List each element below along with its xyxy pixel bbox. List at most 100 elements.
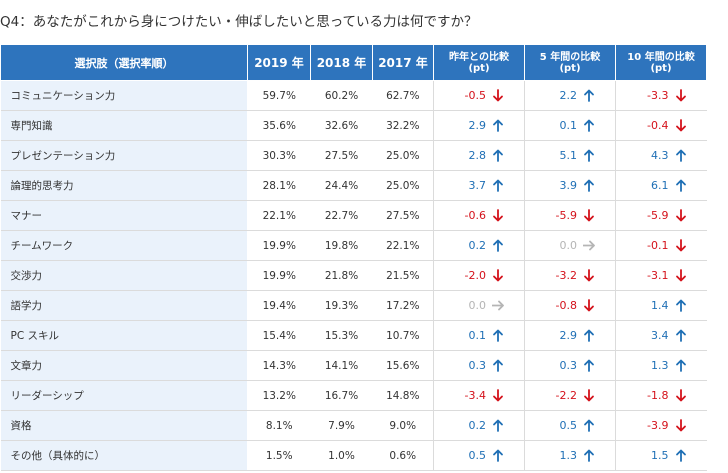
compare-10yr-cell: 4.3	[615, 140, 707, 171]
header-compare-5yr-unit: (pt)	[559, 62, 581, 74]
compare-5yr-value: 0.3	[559, 359, 578, 372]
table-row: 論理的思考力 28.1% 24.4% 25.0% 3.7 3.9 6.1	[0, 170, 707, 201]
value-2017: 17.2%	[372, 290, 434, 321]
compare-5yr-value: 2.9	[559, 329, 578, 342]
arrow-down-icon	[675, 269, 686, 282]
value-2018: 19.3%	[310, 290, 373, 321]
arrow-up-icon	[675, 329, 686, 342]
value-2019: 8.1%	[247, 410, 311, 441]
compare-1yr-value: 2.9	[468, 119, 487, 132]
value-2019: 14.3%	[247, 350, 311, 381]
value-2018: 22.7%	[310, 200, 373, 231]
compare-1yr-value: 0.3	[468, 359, 487, 372]
arrow-down-icon	[675, 419, 686, 432]
option-label: 専門知識	[0, 110, 248, 141]
compare-10yr-cell: 1.3	[615, 350, 707, 381]
compare-5yr-cell: 5.1	[524, 140, 616, 171]
option-label: 交渉力	[0, 260, 248, 291]
table-row: チームワーク 19.9% 19.8% 22.1% 0.2 0.0 -0.1	[0, 230, 707, 261]
header-compare-10yr: 10 年間の比較 (pt)	[615, 44, 707, 81]
arrow-up-icon	[675, 299, 686, 312]
value-2018: 19.8%	[310, 230, 373, 261]
compare-1yr-value: -2.0	[464, 269, 486, 282]
compare-1yr-cell: 0.5	[433, 440, 525, 471]
arrow-up-icon	[675, 149, 686, 162]
option-label: その他（具体的に）	[0, 440, 248, 471]
value-2017: 25.0%	[372, 170, 434, 201]
header-option: 選択肢（選択率順）	[0, 44, 248, 81]
value-2017: 25.0%	[372, 140, 434, 171]
value-2018: 7.9%	[310, 410, 373, 441]
option-label: 資格	[0, 410, 248, 441]
compare-5yr-cell: -3.2	[524, 260, 616, 291]
value-2018: 1.0%	[310, 440, 373, 471]
compare-5yr-value: -2.2	[555, 389, 577, 402]
compare-1yr-value: 0.2	[468, 239, 487, 252]
compare-5yr-cell: 0.0	[524, 230, 616, 261]
value-2017: 15.6%	[372, 350, 434, 381]
value-2017: 0.6%	[372, 440, 434, 471]
table-row: その他（具体的に） 1.5% 1.0% 0.6% 0.5 1.3 1.5	[0, 440, 707, 471]
value-2018: 32.6%	[310, 110, 373, 141]
table-row: 文章力 14.3% 14.1% 15.6% 0.3 0.3 1.3	[0, 350, 707, 381]
compare-1yr-value: 0.1	[468, 329, 487, 342]
compare-5yr-value: 0.0	[559, 239, 578, 252]
option-label: プレゼンテーション力	[0, 140, 248, 171]
compare-10yr-cell: 3.4	[615, 320, 707, 351]
compare-5yr-value: 5.1	[559, 149, 578, 162]
arrow-right-icon	[583, 240, 595, 251]
value-2017: 27.5%	[372, 200, 434, 231]
value-2019: 19.9%	[247, 260, 311, 291]
compare-5yr-cell: 0.1	[524, 110, 616, 141]
compare-1yr-cell: 0.2	[433, 230, 525, 261]
table-row: マナー 22.1% 22.7% 27.5% -0.6 -5.9 -5.9	[0, 200, 707, 231]
compare-1yr-cell: -0.5	[433, 80, 525, 111]
arrow-up-icon	[584, 329, 594, 342]
table-row: プレゼンテーション力 30.3% 27.5% 25.0% 2.8 5.1 4.3	[0, 140, 707, 171]
value-2019: 28.1%	[247, 170, 311, 201]
header-compare-10yr-title: 10 年間の比較	[627, 51, 695, 63]
compare-1yr-value: 3.7	[468, 179, 487, 192]
arrow-up-icon	[493, 449, 503, 462]
table-row: リーダーシップ 13.2% 16.7% 14.8% -3.4 -2.2 -1.8	[0, 380, 707, 411]
compare-5yr-value: 2.2	[559, 89, 578, 102]
compare-5yr-cell: 3.9	[524, 170, 616, 201]
compare-1yr-value: 2.8	[468, 149, 487, 162]
arrow-down-icon	[675, 119, 686, 132]
compare-5yr-value: -5.9	[555, 209, 577, 222]
arrow-up-icon	[584, 359, 594, 372]
header-compare-5yr-title: 5 年間の比較	[539, 51, 601, 63]
arrow-up-icon	[493, 179, 503, 192]
survey-table: 選択肢（選択率順） 2019 年 2018 年 2017 年 昨年との比較 (p…	[0, 44, 707, 471]
value-2019: 19.4%	[247, 290, 311, 321]
compare-1yr-cell: 2.9	[433, 110, 525, 141]
option-label: 語学力	[0, 290, 248, 321]
arrow-up-icon	[675, 179, 686, 192]
value-2017: 22.1%	[372, 230, 434, 261]
option-label: コミュニケーション力	[0, 80, 248, 111]
compare-10yr-cell: 1.4	[615, 290, 707, 321]
header-compare-1yr-unit: (pt)	[468, 62, 490, 74]
value-2017: 14.8%	[372, 380, 434, 411]
table-row: 交渉力 19.9% 21.8% 21.5% -2.0 -3.2 -3.1	[0, 260, 707, 291]
compare-10yr-value: 4.3	[651, 149, 669, 162]
compare-10yr-value: -3.9	[647, 419, 669, 432]
value-2019: 22.1%	[247, 200, 311, 231]
compare-1yr-cell: 0.2	[433, 410, 525, 441]
compare-1yr-value: -0.6	[464, 209, 486, 222]
value-2019: 15.4%	[247, 320, 311, 351]
arrow-down-icon	[493, 389, 503, 402]
compare-5yr-value: 0.1	[559, 119, 578, 132]
arrow-down-icon	[584, 269, 594, 282]
compare-1yr-cell: 0.0	[433, 290, 525, 321]
option-label: マナー	[0, 200, 248, 231]
value-2018: 21.8%	[310, 260, 373, 291]
value-2017: 10.7%	[372, 320, 434, 351]
option-label: 文章力	[0, 350, 248, 381]
value-2017: 9.0%	[372, 410, 434, 441]
header-compare-1yr: 昨年との比較 (pt)	[433, 44, 525, 81]
compare-5yr-cell: 1.3	[524, 440, 616, 471]
compare-10yr-value: -3.1	[647, 269, 669, 282]
compare-5yr-value: -3.2	[555, 269, 577, 282]
compare-1yr-cell: 2.8	[433, 140, 525, 171]
